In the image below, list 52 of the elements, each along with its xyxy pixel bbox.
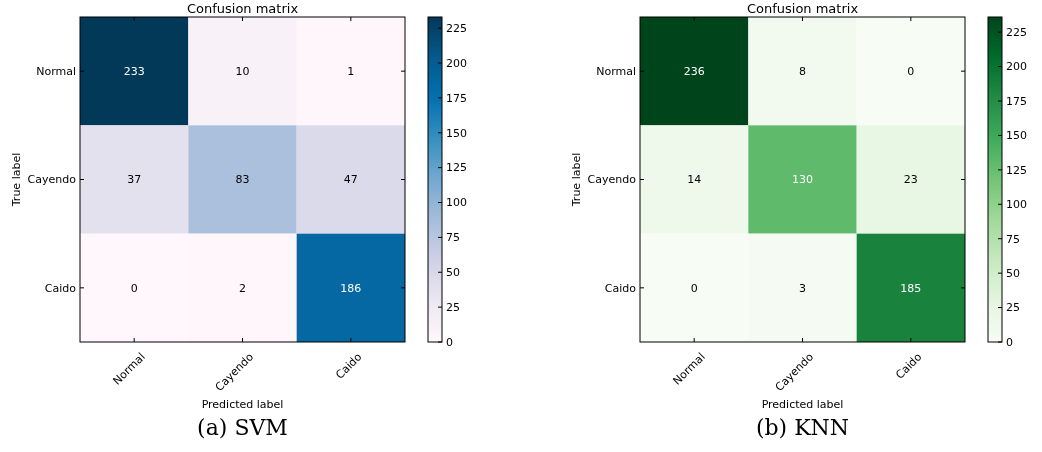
chart-title: Confusion matrix: [746, 1, 859, 16]
color-bar-label: 0: [1006, 335, 1013, 349]
data-label: 185: [900, 281, 922, 295]
text: (b) KNN: [755, 415, 850, 440]
data-label: 1: [347, 65, 355, 79]
color-bar-label: 25: [446, 300, 460, 314]
y-tick-label: Cayendo: [587, 173, 637, 187]
data-label: 23: [903, 173, 918, 187]
color-bar-label: 75: [446, 231, 460, 245]
color-bar-label: 50: [446, 266, 460, 280]
color-bar-label: 225: [446, 22, 467, 36]
data-label: 10: [235, 65, 250, 79]
color-bar-label: 150: [1006, 129, 1027, 143]
data-label: 83: [235, 173, 250, 187]
color-bar-label: 0: [446, 335, 453, 349]
data-label: 186: [340, 281, 362, 295]
x-axis-title: Predicted label: [201, 398, 284, 411]
y-tick-label: Normal: [596, 65, 636, 79]
color-bar-label: 125: [1006, 163, 1027, 177]
data-label: 0: [130, 281, 138, 295]
y-tick-label: Cayendo: [27, 173, 77, 187]
y-tick-label: Caido: [604, 281, 637, 295]
y-axis-title: True label: [570, 152, 583, 208]
color-bar-label: 150: [446, 126, 467, 140]
color-bar-label: 75: [1006, 232, 1020, 246]
data-label: 8: [799, 65, 806, 79]
text: (a) SVM: [197, 415, 288, 440]
data-label: 37: [127, 173, 142, 187]
color-bar-label: 50: [1006, 266, 1020, 280]
data-label: 233: [123, 65, 145, 79]
chart-title: Confusion matrix: [186, 1, 299, 16]
data-label: 0: [690, 281, 698, 295]
data-label: 47: [343, 173, 358, 187]
data-label: 2: [239, 281, 246, 295]
color-bar-label: 175: [446, 91, 467, 105]
color-bar-label: 200: [1006, 60, 1027, 74]
color-bar-label: 225: [1006, 26, 1027, 39]
data-label: 14: [687, 173, 702, 187]
color-bar-label: 100: [446, 196, 467, 210]
data-label: 130: [792, 173, 813, 187]
color-bar-label: 25: [1006, 301, 1020, 315]
y-axis-title: True label: [10, 152, 23, 208]
color-bar-label: 200: [446, 56, 467, 70]
data-label: 3: [799, 281, 806, 295]
y-tick-label: Normal: [36, 65, 76, 79]
x-axis-title: Predicted label: [761, 398, 844, 411]
color-bar-label: 100: [1006, 198, 1027, 212]
color-bar-label: 175: [1006, 94, 1027, 108]
y-tick-label: Caido: [44, 281, 77, 295]
color-bar-label: 125: [446, 161, 467, 175]
data-label: 0: [907, 65, 915, 79]
data-label: 236: [683, 65, 705, 79]
